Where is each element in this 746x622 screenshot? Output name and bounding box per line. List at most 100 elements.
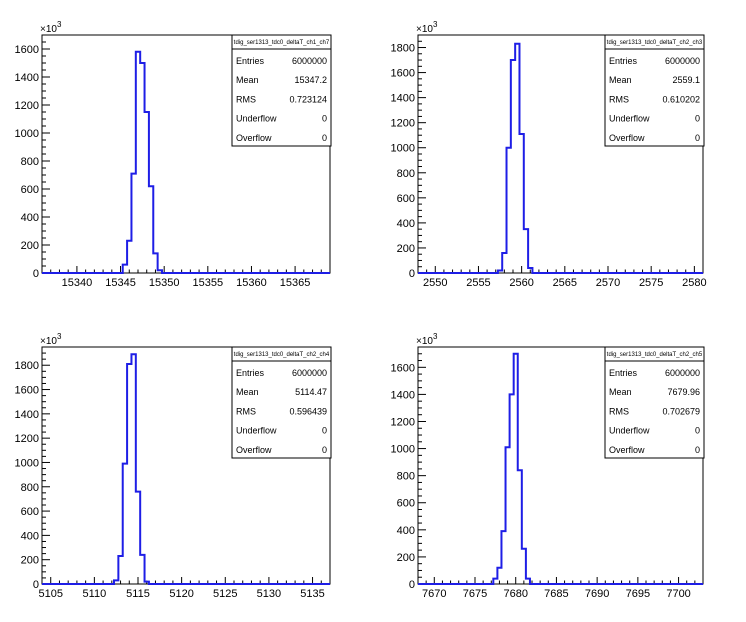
stats-row-label: Mean — [236, 387, 259, 397]
stats-row-value: 6000000 — [292, 56, 327, 66]
y-tick-label: 200 — [21, 555, 39, 567]
stats-row-label: Entries — [236, 56, 265, 66]
y-exponent-label: ×103 — [416, 332, 438, 347]
histogram-bin — [501, 531, 505, 584]
x-tick-label: 5125 — [213, 588, 237, 600]
y-exponent-label: ×103 — [40, 332, 62, 347]
histogram-bin — [511, 60, 515, 273]
histogram-bin — [145, 582, 149, 584]
stats-box: tdig_ser1313_tdc0_deltaT_ch2_ch5 Entries 6… — [604, 346, 705, 459]
x-tick-label: 7685 — [544, 588, 568, 600]
y-tick-label: 200 — [397, 243, 415, 255]
histogram-pad-4: 7670 7675 7680 7685 7690 7695 7700 0 200 400 600 80… — [391, 332, 705, 600]
histogram-bin — [131, 354, 135, 584]
stats-row-value: 0.702679 — [662, 406, 700, 416]
y-tick-label: 800 — [21, 482, 39, 494]
histogram-bin — [127, 241, 131, 273]
y-tick-label: 600 — [21, 506, 39, 518]
stats-row-value: 0 — [322, 445, 327, 455]
multiply-sign: × — [416, 336, 422, 347]
x-tick-label: 2565 — [553, 277, 577, 289]
histogram-bin — [507, 148, 511, 273]
stats-row-value: 0 — [322, 114, 327, 124]
multiply-sign: × — [40, 336, 46, 347]
stats-row-value: 6000000 — [292, 368, 327, 378]
stats-row-value: 6000000 — [665, 56, 700, 66]
histogram-pad-2: 2550 2555 2560 2565 2570 2575 2580 0 200 400 600 80… — [391, 20, 707, 289]
stats-box: tdig_ser1313_tdc0_deltaT_ch1_ch7 Entries 6… — [231, 34, 332, 147]
histogram-bin — [514, 354, 518, 584]
histogram-bin — [519, 134, 523, 273]
x-tick-label: 5120 — [169, 588, 193, 600]
stats-row-label: RMS — [236, 94, 256, 104]
x-tick-label: 5135 — [300, 588, 324, 600]
histogram-bin — [123, 265, 127, 273]
y-tick-label: 1200 — [15, 100, 39, 112]
stats-row-value: 0 — [322, 426, 327, 436]
histogram-pad-3: 5105 5110 5115 5120 5125 5130 5135 0 200 400 600 80… — [15, 332, 332, 600]
exponent-power: 3 — [433, 332, 438, 341]
histogram-line — [418, 352, 703, 585]
y-tick-label: 200 — [21, 240, 39, 252]
histogram-bin — [502, 253, 506, 273]
x-tick-label: 15345 — [105, 277, 136, 289]
histogram-bin — [524, 229, 528, 273]
x-tick-label: 5105 — [38, 588, 62, 600]
x-tick-label: 5110 — [83, 588, 107, 600]
x-tick-label: 2550 — [423, 277, 447, 289]
histogram-line — [418, 42, 703, 274]
histogram-pad-1: 15340 15345 15350 15355 15360 15365 0 200 400 600… — [15, 20, 332, 289]
stats-row-label: Overflow — [236, 445, 272, 455]
exponent-base: 10 — [46, 24, 58, 35]
histogram-bin — [123, 464, 127, 584]
stats-row-value: 0.596439 — [289, 406, 327, 416]
histogram-bin — [145, 112, 149, 273]
x-tick-label: 2570 — [596, 277, 620, 289]
x-tick-label: 7670 — [422, 588, 446, 600]
stats-row-value: 0 — [695, 426, 700, 436]
stats-row-label: Overflow — [609, 133, 645, 143]
x-tick-label: 2555 — [466, 277, 490, 289]
histogram-bin — [136, 52, 140, 273]
y-tick-label: 200 — [397, 552, 415, 564]
x-tick-label: 7700 — [666, 588, 690, 600]
x-tick-label: 15365 — [280, 277, 311, 289]
stats-row-label: Entries — [609, 56, 638, 66]
stats-title: tdig_ser1313_tdc0_deltaT_ch1_ch7 — [234, 40, 330, 46]
x-tick-label: 7675 — [463, 588, 487, 600]
x-tick-label: 15355 — [193, 277, 224, 289]
histogram-bin — [140, 555, 144, 584]
exponent-base: 10 — [422, 336, 434, 347]
y-tick-label: 1000 — [391, 444, 415, 456]
y-tick-label: 0 — [33, 268, 39, 280]
y-tick-label: 400 — [397, 525, 415, 537]
histogram-bin — [526, 579, 530, 584]
y-tick-label: 1600 — [391, 362, 415, 374]
histogram-bin — [149, 186, 153, 273]
x-tick-label: 15340 — [62, 277, 93, 289]
stats-row-label: RMS — [236, 406, 256, 416]
stats-row-value: 0 — [322, 133, 327, 143]
histogram-bin — [522, 549, 526, 584]
stats-row-label: Mean — [609, 75, 632, 85]
histogram-bin — [140, 63, 144, 273]
y-tick-label: 1800 — [15, 360, 39, 372]
y-tick-label: 1600 — [15, 385, 39, 397]
stats-row-label: Entries — [609, 368, 638, 378]
y-tick-label: 800 — [397, 471, 415, 483]
histogram-bin — [153, 253, 157, 273]
histogram-bin — [515, 44, 519, 273]
stats-box: tdig_ser1313_tdc0_deltaT_ch2_ch4 Entries 6… — [231, 346, 332, 459]
y-tick-label: 1600 — [15, 44, 39, 56]
y-tick-label: 400 — [397, 218, 415, 230]
exponent-power: 3 — [57, 20, 62, 29]
stats-row-label: Overflow — [609, 445, 645, 455]
stats-row-value: 0 — [695, 133, 700, 143]
y-exponent-label: ×103 — [416, 20, 438, 35]
y-tick-label: 1000 — [15, 457, 39, 469]
x-tick-label: 2575 — [639, 277, 663, 289]
x-tick-label: 2560 — [509, 277, 533, 289]
x-tick-label: 7680 — [503, 588, 527, 600]
stats-title: tdig_ser1313_tdc0_deltaT_ch2_ch5 — [607, 352, 703, 358]
y-tick-label: 1200 — [15, 433, 39, 445]
